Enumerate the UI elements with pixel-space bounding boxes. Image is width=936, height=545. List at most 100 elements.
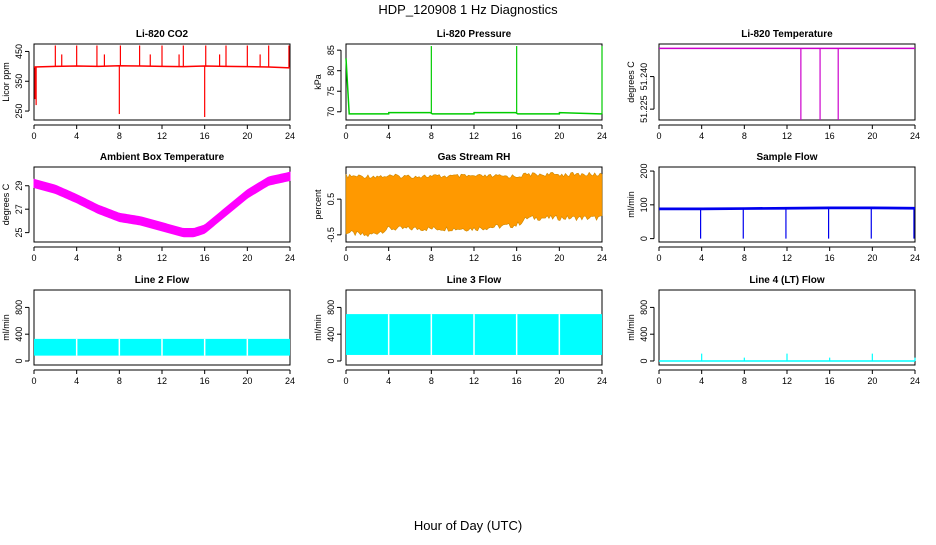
- plot-frame: [33, 166, 291, 243]
- x-tick-label: 0: [343, 376, 348, 386]
- x-tick-label: 8: [742, 253, 747, 263]
- x-tick-label: 4: [386, 376, 391, 386]
- y-axis-label: Licor ppm: [1, 62, 11, 102]
- y-tick-label: 450: [14, 44, 24, 59]
- panel-2: Li-820 Pressure 0 4 8 12 16 20 24 70 75 80 85 kPa: [313, 29, 607, 141]
- y-tick-label: 29: [14, 181, 24, 191]
- x-tick-label: 4: [386, 131, 391, 141]
- x-tick-label: 12: [469, 253, 479, 263]
- x-tick-label: 0: [343, 131, 348, 141]
- y-tick-label: 800: [14, 300, 24, 315]
- y-tick-label: 0: [639, 358, 649, 363]
- y-tick-label: 75: [326, 86, 336, 96]
- y-tick-label: 400: [639, 327, 649, 342]
- plot-frame: [658, 289, 916, 366]
- x-tick-label: 20: [867, 131, 877, 141]
- series-band: [33, 171, 291, 238]
- x-tick-label: 12: [157, 376, 167, 386]
- x-tick-label: 20: [554, 376, 564, 386]
- series-group: [346, 314, 602, 355]
- x-tick-label: 24: [597, 376, 607, 386]
- figure-xlabel: Hour of Day (UTC): [413, 518, 523, 533]
- x-tick-label: 4: [74, 253, 79, 263]
- y-tick-label: 0: [326, 358, 336, 363]
- panel-title: Li-820 Pressure: [437, 29, 512, 40]
- plot-frame: [658, 43, 916, 121]
- y-tick-label: -0.5: [326, 227, 336, 243]
- y-tick-label: 27: [14, 204, 24, 214]
- panel-6: Sample Flow 0 4 8 12 16 20 24 0 100 200 ml/min: [626, 152, 920, 263]
- panel-title: Line 3 Flow: [447, 275, 502, 286]
- y-tick-label: 51.240: [639, 63, 649, 91]
- series-line: [659, 206, 916, 211]
- x-tick-label: 4: [699, 376, 704, 386]
- series-band: [345, 171, 603, 237]
- x-tick-label: 16: [200, 253, 210, 263]
- y-tick-label: 0.5: [326, 193, 336, 206]
- series-group: [659, 47, 915, 120]
- x-tick-label: 24: [285, 131, 295, 141]
- x-tick-label: 0: [31, 376, 36, 386]
- x-tick-label: 24: [285, 376, 295, 386]
- x-tick-label: 0: [656, 253, 661, 263]
- y-tick-label: 200: [639, 164, 649, 179]
- x-tick-label: 4: [74, 131, 79, 141]
- y-axis-label: kPa: [313, 74, 323, 90]
- x-tick-label: 20: [867, 253, 877, 263]
- x-tick-label: 4: [699, 131, 704, 141]
- y-tick-label: 400: [14, 327, 24, 342]
- x-tick-label: 0: [31, 253, 36, 263]
- y-axis-label: degrees C: [626, 61, 636, 103]
- x-tick-label: 4: [386, 253, 391, 263]
- x-tick-label: 16: [825, 131, 835, 141]
- y-tick-label: 800: [639, 300, 649, 315]
- panel-title: Line 4 (LT) Flow: [749, 275, 825, 286]
- y-tick-label: 350: [14, 74, 24, 89]
- series-group: [33, 171, 291, 238]
- plot-frame: [658, 166, 916, 243]
- x-tick-label: 16: [512, 253, 522, 263]
- x-tick-label: 24: [597, 131, 607, 141]
- y-tick-label: 800: [326, 300, 336, 315]
- x-tick-label: 16: [825, 253, 835, 263]
- x-tick-label: 8: [742, 376, 747, 386]
- x-tick-label: 16: [200, 131, 210, 141]
- x-tick-label: 20: [242, 131, 252, 141]
- x-tick-label: 12: [157, 253, 167, 263]
- x-tick-label: 12: [469, 131, 479, 141]
- series-group: [34, 338, 290, 356]
- y-tick-label: 51.225: [639, 95, 649, 123]
- x-tick-label: 16: [825, 376, 835, 386]
- plot-frame: [345, 43, 603, 121]
- x-tick-label: 0: [31, 131, 36, 141]
- y-tick-label: 0: [14, 358, 24, 363]
- y-tick-label: 80: [326, 66, 336, 76]
- figure-title: HDP_120908 1 Hz Diagnostics: [378, 2, 558, 17]
- y-axis-label: ml/min: [313, 314, 323, 341]
- panel-title: Line 2 Flow: [135, 275, 190, 286]
- y-tick-label: 100: [639, 197, 649, 212]
- y-axis-label: ml/min: [1, 314, 11, 341]
- x-tick-label: 16: [200, 376, 210, 386]
- panel-title: Gas Stream RH: [438, 152, 511, 163]
- series-group: [345, 171, 603, 237]
- x-tick-label: 8: [742, 131, 747, 141]
- panel-title: Ambient Box Temperature: [100, 152, 225, 163]
- y-tick-label: 70: [326, 107, 336, 117]
- series-group: [659, 353, 916, 362]
- x-tick-label: 8: [429, 131, 434, 141]
- panel-title: Sample Flow: [756, 152, 817, 163]
- x-tick-label: 4: [699, 253, 704, 263]
- x-tick-label: 24: [910, 376, 920, 386]
- x-tick-label: 24: [910, 253, 920, 263]
- x-tick-label: 16: [512, 376, 522, 386]
- x-tick-label: 12: [782, 131, 792, 141]
- x-tick-label: 0: [343, 253, 348, 263]
- x-tick-label: 24: [910, 131, 920, 141]
- x-tick-label: 12: [469, 376, 479, 386]
- x-tick-label: 8: [117, 131, 122, 141]
